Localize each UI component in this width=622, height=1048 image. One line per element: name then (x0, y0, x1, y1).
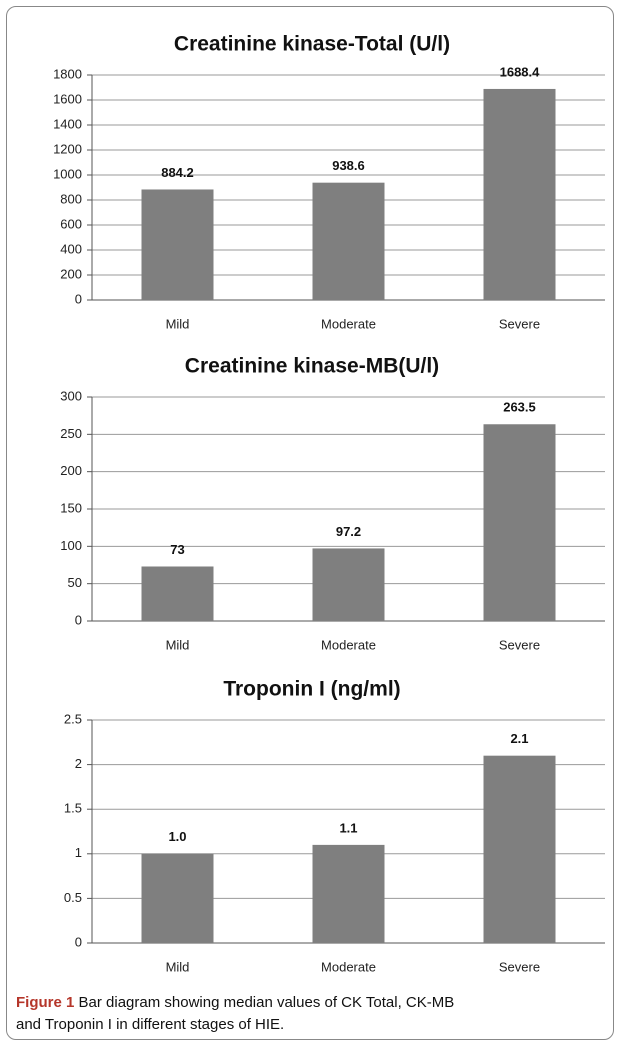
y-tick-label: 100 (60, 538, 82, 553)
y-tick-label: 0 (75, 612, 82, 627)
y-tick-label: 800 (60, 191, 82, 206)
y-tick-label: 1400 (53, 116, 82, 131)
y-tick-label: 1 (75, 845, 82, 860)
data-label: 263.5 (503, 400, 536, 415)
y-tick-label: 50 (68, 575, 82, 590)
bar (141, 189, 214, 300)
bar (483, 755, 556, 943)
y-tick-label: 600 (60, 216, 82, 231)
y-tick-label: 150 (60, 500, 82, 515)
y-tick-label: 400 (60, 241, 82, 256)
x-tick-label: Mild (166, 959, 190, 974)
x-tick-label: Severe (499, 959, 540, 974)
y-tick-label: 2.5 (64, 711, 82, 726)
data-label: 884.2 (161, 165, 194, 180)
y-tick-label: 200 (60, 266, 82, 281)
chart-title: Troponin I (ng/ml) (223, 678, 400, 701)
data-label: 1688.4 (500, 64, 541, 79)
bar (483, 88, 556, 300)
y-tick-label: 0 (75, 291, 82, 306)
x-tick-label: Moderate (321, 959, 376, 974)
y-tick-label: 1600 (53, 91, 82, 106)
x-tick-label: Mild (166, 637, 190, 652)
data-label: 97.2 (336, 524, 361, 539)
y-tick-label: 0.5 (64, 890, 82, 905)
x-tick-label: Severe (499, 637, 540, 652)
x-tick-label: Severe (499, 316, 540, 331)
y-tick-label: 200 (60, 463, 82, 478)
caption-text: Bar diagram showing median values of CK … (16, 994, 455, 1033)
bar (483, 424, 556, 621)
chart-title: Creatinine kinase-Total (U/l) (174, 33, 450, 56)
bar (312, 844, 385, 943)
bar (312, 182, 385, 300)
data-label: 1.1 (339, 820, 357, 835)
y-tick-label: 2 (75, 756, 82, 771)
data-label: 1.0 (168, 829, 186, 844)
bar (312, 548, 385, 621)
caption: Figure 1 Bar diagram showing median valu… (16, 992, 456, 1036)
figure-frame (6, 6, 614, 1040)
bar (141, 853, 214, 943)
data-label: 938.6 (332, 158, 365, 173)
data-label: 2.1 (510, 731, 528, 746)
y-tick-label: 0 (75, 934, 82, 949)
x-tick-label: Moderate (321, 316, 376, 331)
y-tick-label: 1800 (53, 66, 82, 81)
caption-label: Figure 1 (16, 994, 75, 1011)
y-tick-label: 1000 (53, 166, 82, 181)
bar (141, 566, 214, 621)
y-tick-label: 250 (60, 426, 82, 441)
y-tick-label: 1200 (53, 141, 82, 156)
x-tick-label: Moderate (321, 637, 376, 652)
y-tick-label: 1.5 (64, 801, 82, 816)
y-tick-label: 300 (60, 388, 82, 403)
chart-title: Creatinine kinase-MB(U/l) (185, 355, 439, 378)
data-label: 73 (170, 542, 184, 557)
x-tick-label: Mild (166, 316, 190, 331)
charts: Creatinine kinase-Total (U/l)02004006008… (53, 33, 605, 974)
